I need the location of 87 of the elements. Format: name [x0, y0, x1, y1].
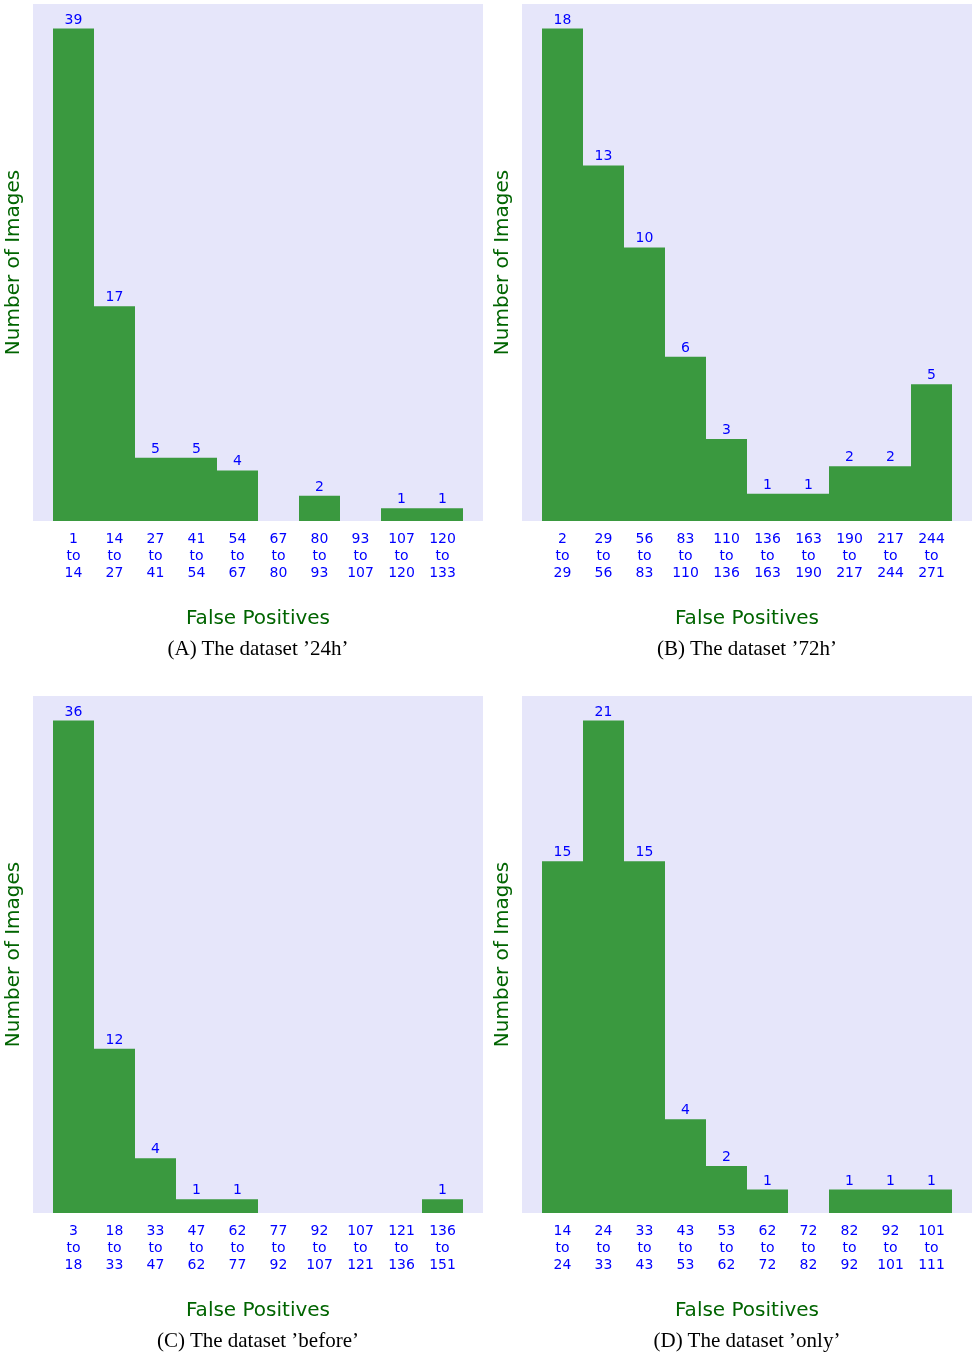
x-tick-label: 120 to 133	[429, 529, 456, 580]
data-label: 1	[927, 1171, 936, 1188]
x-tick-label: 3 to 18	[64, 1221, 83, 1272]
data-label: 1	[804, 475, 813, 492]
data-label: 6	[681, 338, 691, 355]
data-label: 36	[64, 702, 83, 719]
data-label: 1	[233, 1181, 242, 1198]
x-tick-label: 27 to 41	[146, 529, 165, 580]
x-tick-label: 82 to 92	[840, 1221, 859, 1272]
data-label: 10	[635, 229, 654, 246]
data-label: 1	[763, 475, 772, 492]
x-tick-label: 29 to 56	[594, 529, 613, 580]
x-tick-label: 92 to 101	[877, 1221, 904, 1272]
text: (D) The dataset ’only’	[652, 1328, 842, 1353]
y-axis-title: Number of Images	[0, 169, 24, 356]
bar	[299, 495, 340, 521]
x-axis-title: False Positives	[185, 1297, 331, 1321]
data-label: 1	[438, 1181, 447, 1198]
data-label: 15	[635, 843, 654, 860]
x-tick-label: 18 to 33	[105, 1221, 124, 1272]
x-tick-label: 1 to 14	[64, 529, 83, 580]
x-tick-label: 163 to 190	[795, 529, 822, 580]
x-tick-label: 72 to 82	[799, 1221, 818, 1272]
x-tick-label: 24 to 33	[594, 1221, 613, 1272]
data-label: 13	[594, 147, 613, 164]
data-label: 1	[845, 1171, 854, 1188]
x-tick-label: 2 to 29	[553, 529, 572, 580]
y-axis-title: Number of Images	[489, 169, 513, 356]
x-tick-label: 107 to 121	[347, 1221, 374, 1272]
x-tick-label: 53 to 62	[717, 1221, 736, 1272]
data-label: 1	[763, 1171, 772, 1188]
data-label: 5	[151, 439, 160, 456]
data-label: 17	[105, 288, 124, 305]
data-label: 2	[722, 1148, 731, 1165]
data-label: 1	[886, 1171, 895, 1188]
x-tick-label: 41 to 54	[187, 529, 206, 580]
y-axis-title: Number of Images	[0, 861, 24, 1048]
x-tick-label: 62 to 77	[228, 1221, 247, 1272]
data-label: 15	[553, 843, 572, 860]
data-label: 1	[192, 1181, 201, 1198]
x-tick-label: 92 to 107	[306, 1221, 333, 1272]
data-label: 4	[233, 452, 243, 469]
x-tick-label: 110 to 136	[713, 529, 740, 580]
x-tick-label: 101 to 111	[918, 1221, 945, 1272]
data-label: 5	[192, 439, 201, 456]
data-label: 12	[105, 1030, 124, 1047]
data-label: 1	[397, 490, 406, 507]
x-tick-label: 14 to 27	[105, 529, 124, 580]
data-label: 18	[553, 10, 572, 27]
data-label: 5	[927, 366, 936, 383]
data-label: 4	[681, 1101, 691, 1118]
x-axis-title: False Positives	[674, 1297, 820, 1321]
x-tick-label: 244 to 271	[918, 529, 945, 580]
bar	[422, 1199, 463, 1213]
y-axis-title: Number of Images	[489, 861, 513, 1048]
x-tick-label: 14 to 24	[553, 1221, 572, 1272]
data-label: 2	[886, 448, 895, 465]
x-tick-label: 80 to 93	[310, 529, 329, 580]
x-tick-label: 62 to 72	[758, 1221, 777, 1272]
data-label: 2	[315, 477, 324, 494]
x-tick-label: 47 to 62	[187, 1221, 206, 1272]
x-tick-label: 136 to 151	[429, 1221, 456, 1272]
x-tick-label: 107 to 120	[388, 529, 415, 580]
text: (B) The dataset ’72h’	[656, 636, 838, 661]
x-tick-label: 136 to 163	[754, 529, 781, 580]
data-label: 2	[845, 448, 854, 465]
data-label: 39	[64, 10, 83, 27]
x-tick-label: 93 to 107	[347, 529, 374, 580]
data-label: 3	[722, 420, 731, 437]
x-tick-label: 33 to 43	[635, 1221, 654, 1272]
x-tick-label: 33 to 47	[146, 1221, 165, 1272]
data-label: 4	[151, 1140, 161, 1157]
data-label: 1	[438, 490, 447, 507]
data-label: 21	[594, 702, 613, 719]
x-tick-label: 217 to 244	[877, 529, 904, 580]
x-tick-label: 54 to 67	[228, 529, 247, 580]
text: (C) The dataset ’before’	[156, 1328, 360, 1353]
x-tick-label: 43 to 53	[676, 1221, 695, 1272]
x-tick-label: 83 to 110	[672, 529, 699, 580]
x-tick-label: 67 to 80	[269, 529, 288, 580]
text: (A) The dataset ’24h’	[166, 636, 350, 661]
x-tick-label: 121 to 136	[388, 1221, 415, 1272]
x-tick-label: 77 to 92	[269, 1221, 288, 1272]
x-axis-title: False Positives	[674, 605, 820, 629]
x-axis-title: False Positives	[185, 605, 331, 629]
x-tick-label: 190 to 217	[836, 529, 863, 580]
x-tick-label: 56 to 83	[635, 529, 654, 580]
